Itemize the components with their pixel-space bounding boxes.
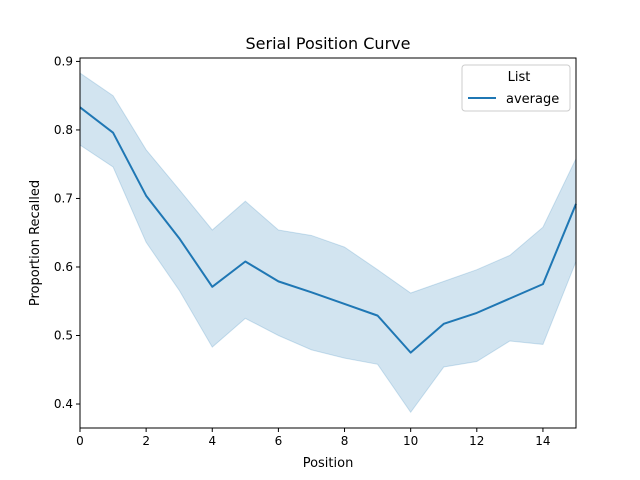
plot-frame [79, 57, 577, 429]
x-tick-label: 12 [469, 434, 484, 448]
chart-title: Serial Position Curve [246, 34, 411, 53]
x-tick-label: 8 [341, 434, 349, 448]
legend: List average [461, 64, 571, 112]
x-tick-label: 10 [403, 434, 418, 448]
x-tick-label: 14 [535, 434, 550, 448]
x-axis-label: Position [303, 456, 354, 471]
x-axis: 0 2 4 6 8 10 12 14 [76, 428, 551, 448]
y-tick-label: 0.7 [54, 191, 73, 205]
y-tick-label: 0.9 [54, 54, 73, 68]
y-tick-label: 0.4 [54, 397, 73, 411]
y-tick-label: 0.8 [54, 123, 73, 137]
x-tick-label: 0 [76, 434, 84, 448]
legend-title: List [508, 70, 531, 85]
y-tick-label: 0.6 [54, 260, 73, 274]
series-line-average [79, 106, 577, 354]
x-tick-label: 2 [142, 434, 150, 448]
legend-label-average: average [506, 92, 559, 107]
series-line-layer [79, 106, 577, 354]
y-axis-label: Proportion Recalled [28, 180, 43, 306]
x-tick-label: 6 [275, 434, 283, 448]
x-tick-label: 4 [208, 434, 216, 448]
y-axis: 0.4 0.5 0.6 0.7 0.8 0.9 [54, 54, 80, 411]
legend-box [461, 64, 571, 112]
y-tick-label: 0.5 [54, 329, 73, 343]
